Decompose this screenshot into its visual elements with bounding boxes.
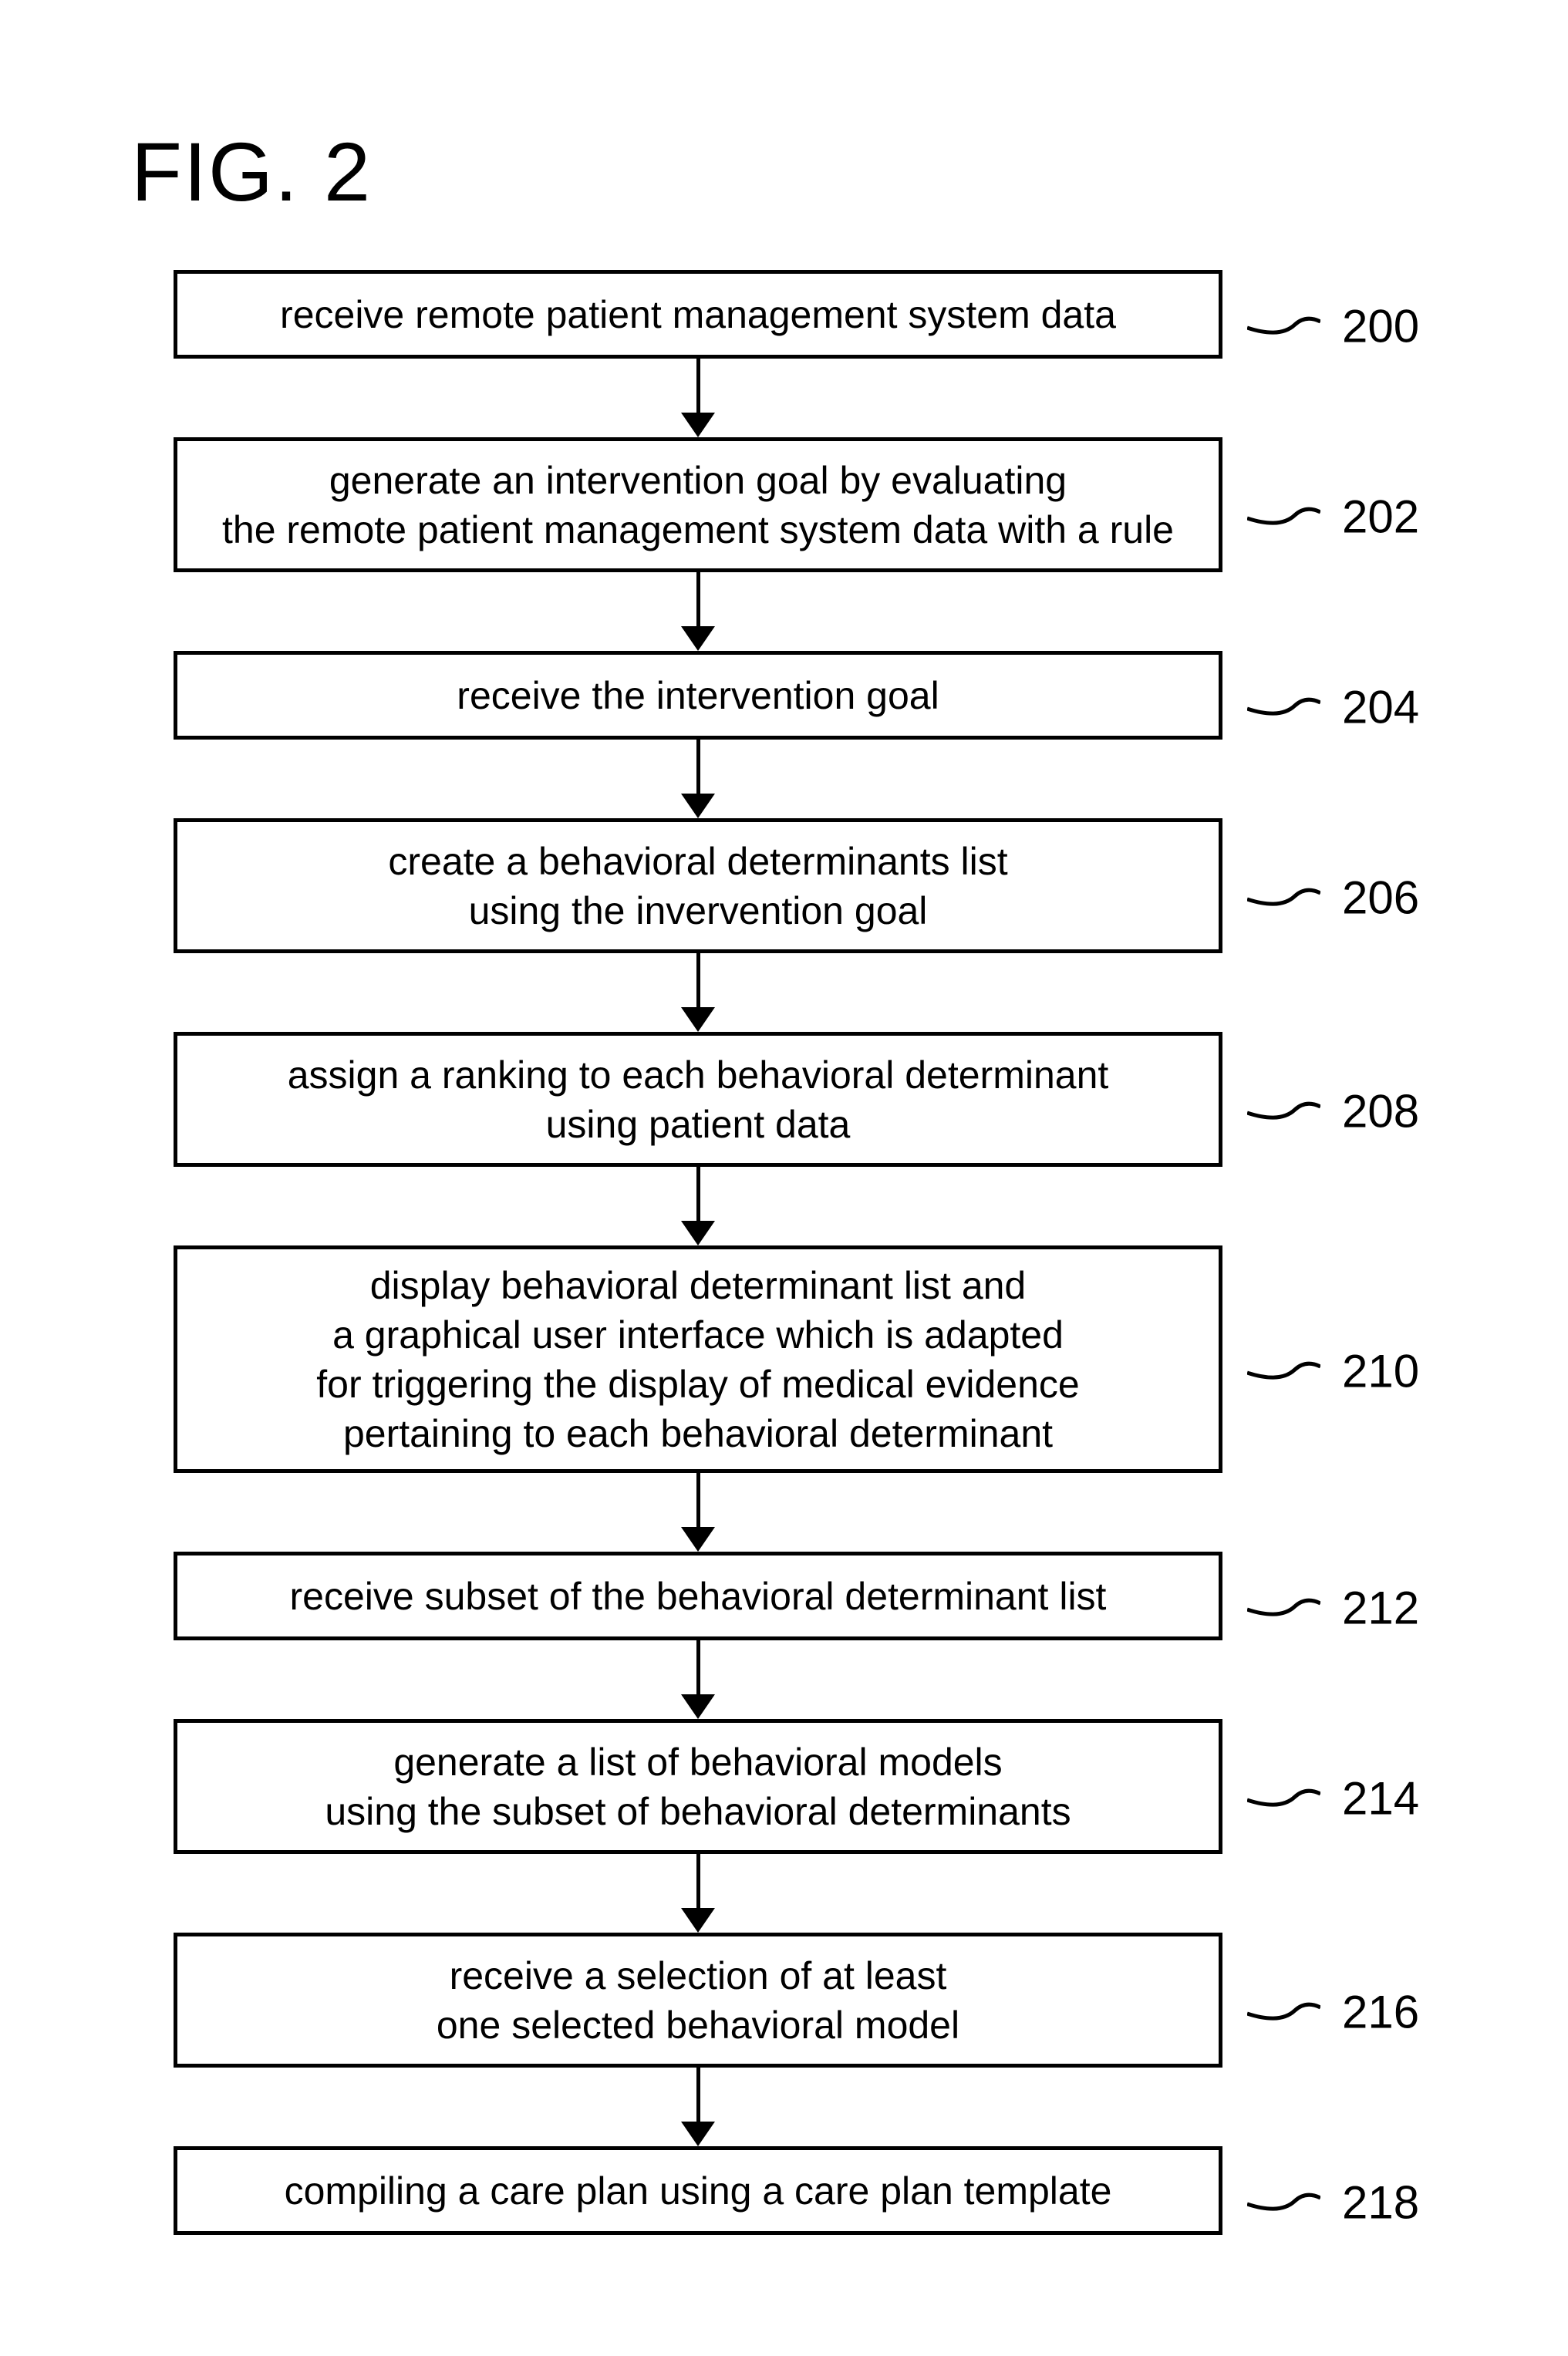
arrow-down-icon xyxy=(174,1167,1222,1245)
reference-number-text: 200 xyxy=(1342,301,1419,352)
step-text: receive a selection of at leastone selec… xyxy=(437,1951,959,2050)
reference-number: 216 xyxy=(1247,1982,1419,2039)
step-box: compiling a care plan using a care plan … xyxy=(174,2146,1222,2235)
step-text: assign a ranking to each behavioral dete… xyxy=(288,1050,1109,1149)
flowchart-step: create a behavioral determinants listusi… xyxy=(174,818,1222,953)
reference-number: 208 xyxy=(1247,1081,1419,1138)
step-text: create a behavioral determinants listusi… xyxy=(388,837,1007,935)
flowchart-step: compiling a care plan using a care plan … xyxy=(174,2146,1222,2235)
step-box: generate an intervention goal by evaluat… xyxy=(174,437,1222,572)
step-box: display behavioral determinant list anda… xyxy=(174,1245,1222,1473)
reference-number: 218 xyxy=(1247,2172,1419,2230)
flowchart-step: assign a ranking to each behavioral dete… xyxy=(174,1032,1222,1167)
reference-number-text: 214 xyxy=(1342,1773,1419,1825)
arrow-down-icon xyxy=(174,1473,1222,1552)
step-text: display behavioral determinant list anda… xyxy=(316,1261,1079,1458)
reference-number-text: 212 xyxy=(1342,1582,1419,1634)
reference-number: 202 xyxy=(1247,487,1419,544)
arrow-down-icon xyxy=(174,572,1222,651)
flowchart-step: receive a selection of at leastone selec… xyxy=(174,1933,1222,2068)
flowchart-step: generate a list of behavioral modelsusin… xyxy=(174,1719,1222,1854)
reference-number: 200 xyxy=(1247,296,1419,353)
reference-number: 206 xyxy=(1247,868,1419,925)
step-box: receive the intervention goal xyxy=(174,651,1222,740)
connector-line-icon xyxy=(1247,1783,1320,1814)
step-box: receive a selection of at leastone selec… xyxy=(174,1933,1222,2068)
flowchart-step: generate an intervention goal by evaluat… xyxy=(174,437,1222,572)
reference-number-text: 204 xyxy=(1342,682,1419,733)
arrow-down-icon xyxy=(174,1854,1222,1933)
connector-line-icon xyxy=(1247,501,1320,532)
connector-line-icon xyxy=(1247,1593,1320,1623)
reference-number: 210 xyxy=(1247,1341,1419,1398)
flowchart-step: receive remote patient management system… xyxy=(174,270,1222,359)
connector-line-icon xyxy=(1247,311,1320,342)
step-text: receive the intervention goal xyxy=(457,671,939,720)
connector-line-icon xyxy=(1247,2187,1320,2218)
reference-number-text: 206 xyxy=(1342,872,1419,924)
connector-line-icon xyxy=(1247,1356,1320,1387)
figure-title: FIG. 2 xyxy=(131,123,372,220)
step-box: assign a ranking to each behavioral dete… xyxy=(174,1032,1222,1167)
reference-number: 204 xyxy=(1247,677,1419,734)
flowchart-step: display behavioral determinant list anda… xyxy=(174,1245,1222,1473)
step-text: generate a list of behavioral modelsusin… xyxy=(325,1738,1071,1836)
connector-line-icon xyxy=(1247,692,1320,723)
reference-number: 212 xyxy=(1247,1578,1419,1635)
step-box: receive remote patient management system… xyxy=(174,270,1222,359)
step-box: generate a list of behavioral modelsusin… xyxy=(174,1719,1222,1854)
reference-number-text: 218 xyxy=(1342,2177,1419,2229)
step-box: create a behavioral determinants listusi… xyxy=(174,818,1222,953)
connector-line-icon xyxy=(1247,1096,1320,1127)
flowchart-step: receive subset of the behavioral determi… xyxy=(174,1552,1222,1640)
reference-number: 214 xyxy=(1247,1768,1419,1825)
flowchart-step: receive the intervention goal204 xyxy=(174,651,1222,740)
reference-number-text: 208 xyxy=(1342,1086,1419,1138)
step-text: compiling a care plan using a care plan … xyxy=(285,2166,1112,2216)
connector-line-icon xyxy=(1247,882,1320,913)
step-text: receive subset of the behavioral determi… xyxy=(290,1572,1107,1621)
step-box: receive subset of the behavioral determi… xyxy=(174,1552,1222,1640)
reference-number-text: 210 xyxy=(1342,1346,1419,1397)
step-text: receive remote patient management system… xyxy=(280,290,1116,339)
arrow-down-icon xyxy=(174,2068,1222,2146)
arrow-down-icon xyxy=(174,1640,1222,1719)
arrow-down-icon xyxy=(174,740,1222,818)
flowchart-container: receive remote patient management system… xyxy=(174,270,1222,2235)
arrow-down-icon xyxy=(174,953,1222,1032)
reference-number-text: 216 xyxy=(1342,1987,1419,2038)
step-text: generate an intervention goal by evaluat… xyxy=(222,456,1174,554)
reference-number-text: 202 xyxy=(1342,491,1419,543)
connector-line-icon xyxy=(1247,1997,1320,2027)
arrow-down-icon xyxy=(174,359,1222,437)
